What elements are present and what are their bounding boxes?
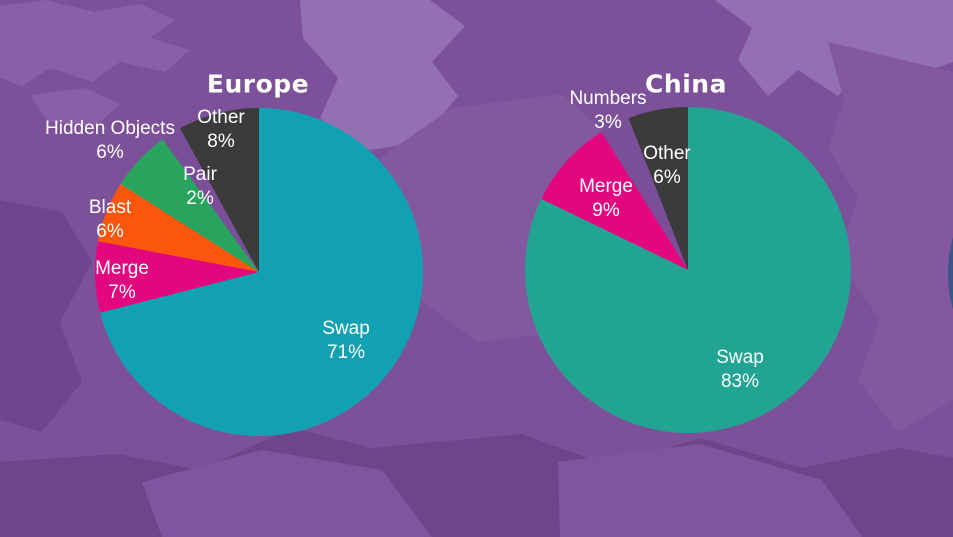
china-label-swap: Swap 83%: [716, 346, 764, 394]
slice-name: Other: [643, 143, 691, 164]
china-label-merge: Merge 9%: [579, 175, 633, 223]
china-label-other: Other 6%: [643, 142, 691, 190]
europe-chart-title: Europe: [206, 69, 310, 99]
slice-percent: 8%: [207, 131, 235, 152]
slice-percent: 2%: [186, 188, 214, 209]
slice-name: Numbers: [569, 88, 647, 109]
slice-percent: 6%: [96, 142, 124, 163]
slice-name: Other: [197, 107, 245, 128]
slice-percent: 3%: [594, 112, 622, 133]
slice-name: Hidden Objects: [45, 118, 175, 139]
europe-label-swap: Swap 71%: [322, 317, 370, 365]
slice-percent: 7%: [108, 282, 136, 303]
china-chart-title: China: [645, 69, 727, 99]
slice-name: Swap: [716, 347, 764, 368]
slice-name: Pair: [183, 164, 217, 185]
europe-pie-chart: [95, 108, 423, 436]
slice-percent: 83%: [720, 371, 760, 392]
europe-label-blast: Blast 6%: [89, 196, 131, 244]
china-pie-chart: [525, 107, 851, 433]
europe-label-other: Other 8%: [197, 106, 245, 154]
slice-percent: 9%: [592, 200, 620, 221]
china-label-numbers: Numbers 3%: [569, 87, 646, 135]
europe-label-merge: Merge 7%: [95, 257, 149, 305]
slice-name: Merge: [579, 176, 633, 197]
slice-name: Merge: [95, 258, 149, 279]
partial-pie-edge: [948, 137, 953, 409]
slice-name: Blast: [88, 197, 132, 218]
slice-name: Swap: [322, 318, 370, 339]
europe-label-pair: Pair 2%: [183, 163, 217, 211]
slice-percent: 71%: [326, 342, 366, 363]
slice-percent: 6%: [96, 221, 124, 242]
slice-percent: 6%: [653, 167, 681, 188]
europe-label-hidden-objects: Hidden Objects 6%: [45, 117, 175, 165]
